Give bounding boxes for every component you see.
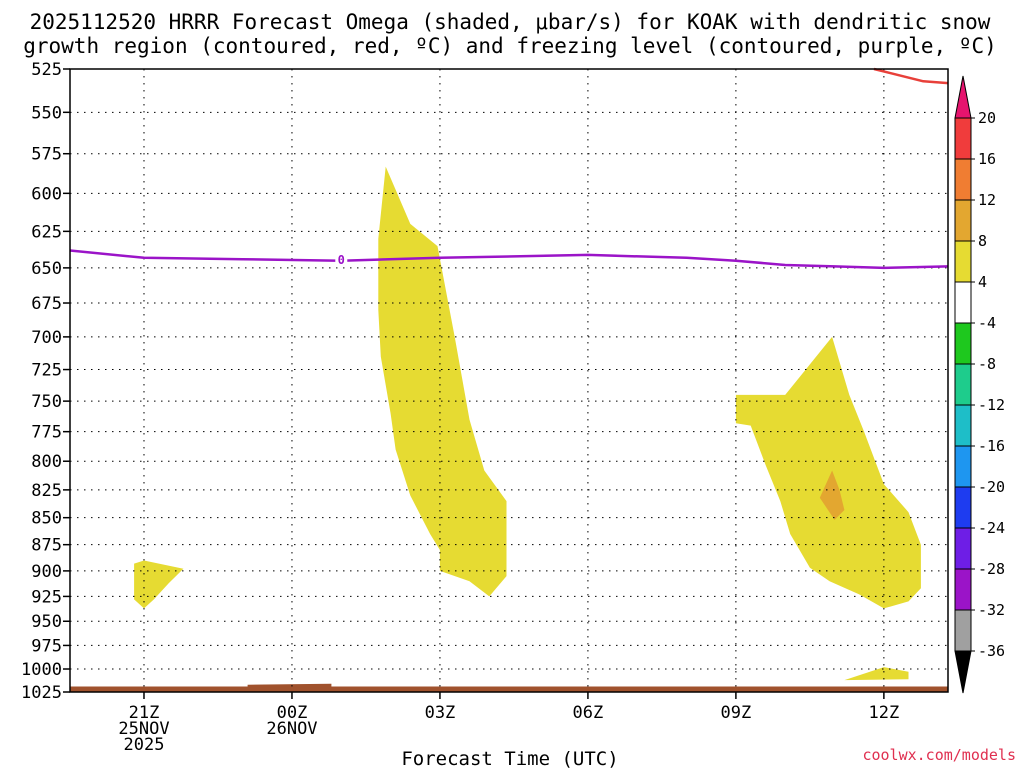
shaded-region-omega-4-to-8-near-21z xyxy=(134,560,184,609)
colorbar-label: -20 xyxy=(978,478,1005,496)
y-tick-label: 775 xyxy=(31,423,62,443)
colorbar-label: -24 xyxy=(978,519,1005,537)
colorbar-label: 16 xyxy=(978,150,996,168)
chart-title-line-1: 2025112520 HRRR Forecast Omega (shaded, … xyxy=(30,10,991,34)
shaded-region-omega-4-to-8-09z-12z xyxy=(735,336,921,609)
colorbar-top-arrow xyxy=(954,75,972,119)
y-tick-label: 575 xyxy=(31,145,62,165)
colorbar-swatch xyxy=(954,404,972,447)
omega-shading xyxy=(70,166,948,692)
colorbar-swatch xyxy=(954,609,972,652)
shaded-region-omega-4-to-8-02z-05z xyxy=(378,166,507,597)
shaded-region-surface-band xyxy=(70,686,948,692)
y-tick-label: 900 xyxy=(31,562,62,582)
colorbar-legend: 20 16 12 8 4 -4 -8 -12 -16 -20 -24 -28 -32 -36 xyxy=(954,75,1005,694)
x-tick-label: 06Z xyxy=(573,703,604,723)
colorbar-label: -16 xyxy=(978,437,1005,455)
y-tick-label: 850 xyxy=(31,509,62,529)
x-tick-label: 00Z xyxy=(277,703,308,723)
y-tick-label: 650 xyxy=(31,259,62,279)
y-tick-label: 600 xyxy=(31,184,62,204)
y-tick-label: 1025 xyxy=(21,683,62,703)
y-tick-label: 975 xyxy=(31,636,62,656)
colorbar-bottom-arrow xyxy=(954,650,972,694)
x-axis-title: Forecast Time (UTC) xyxy=(401,748,618,768)
colorbar-swatch xyxy=(954,363,972,406)
shaded-region-surface-bump-00z xyxy=(247,683,332,687)
colorbar-swatch xyxy=(954,158,972,201)
y-tick-label: 800 xyxy=(31,452,62,472)
colorbar-swatch xyxy=(954,322,972,365)
credit-label: coolwx.com/models xyxy=(862,746,1016,764)
colorbar-label: 20 xyxy=(978,109,996,127)
contour-label-background xyxy=(335,251,348,268)
colorbar-label: 4 xyxy=(978,273,987,291)
y-tick-label: 825 xyxy=(31,481,62,501)
y-tick-label: 625 xyxy=(31,222,62,242)
x-tick-label: 12Z xyxy=(869,703,900,723)
colorbar-label: 8 xyxy=(978,232,987,250)
colorbar-swatch xyxy=(954,568,972,611)
colorbar-label: -28 xyxy=(978,560,1005,578)
colorbar-label: 12 xyxy=(978,191,996,209)
colorbar-label: -12 xyxy=(978,396,1005,414)
x-tick-label: 21Z xyxy=(129,703,160,723)
x-tick-label: 2025 xyxy=(124,735,165,755)
colorbar-swatch xyxy=(954,199,972,242)
y-tick-label: 950 xyxy=(31,612,62,632)
colorbar-swatch xyxy=(954,527,972,570)
plot-frame xyxy=(69,68,949,693)
colorbar-swatch xyxy=(954,486,972,529)
contour-dendritic-growth-region xyxy=(873,67,949,85)
x-tick-label: 09Z xyxy=(721,703,752,723)
y-tick-label: 550 xyxy=(31,103,62,123)
colorbar-label: -36 xyxy=(978,642,1005,660)
y-tick-label: 925 xyxy=(31,587,62,607)
colorbar-label: -8 xyxy=(978,355,996,373)
shaded-region-omega-4-to-8-near-1000-hpa-12z xyxy=(844,667,909,681)
y-tick-label: 875 xyxy=(31,536,62,556)
y-tick-label: 525 xyxy=(31,60,62,80)
colorbar-swatch xyxy=(954,117,972,160)
colorbar-swatch xyxy=(954,240,972,283)
contour-label: 0 xyxy=(338,253,345,267)
colorbar-swatch xyxy=(954,281,972,324)
y-tick-label: 675 xyxy=(31,294,62,314)
colorbar-label: -32 xyxy=(978,601,1005,619)
y-axis: 525 550 575 600 625 650 675 700 725 750 775 800 825 8… xyxy=(21,60,70,703)
grid-lines xyxy=(70,69,948,692)
y-tick-label: 725 xyxy=(31,361,62,381)
colorbar-label: -4 xyxy=(978,314,996,332)
x-tick-label: 25NOV xyxy=(118,719,169,739)
y-tick-label: 1000 xyxy=(21,660,62,680)
y-tick-label: 700 xyxy=(31,328,62,348)
chart-title-line-2: growth region (contoured, red, ºC) and f… xyxy=(23,34,997,58)
colorbar-swatch xyxy=(954,445,972,488)
shaded-region-omega-8-to-12-10z xyxy=(819,470,845,520)
y-tick-label: 750 xyxy=(31,392,62,412)
contour-lines: 0 xyxy=(69,67,949,270)
x-tick-label: 03Z xyxy=(425,703,456,723)
x-tick-label: 26NOV xyxy=(266,719,317,739)
contour-freezing-level-0-c xyxy=(69,249,949,270)
